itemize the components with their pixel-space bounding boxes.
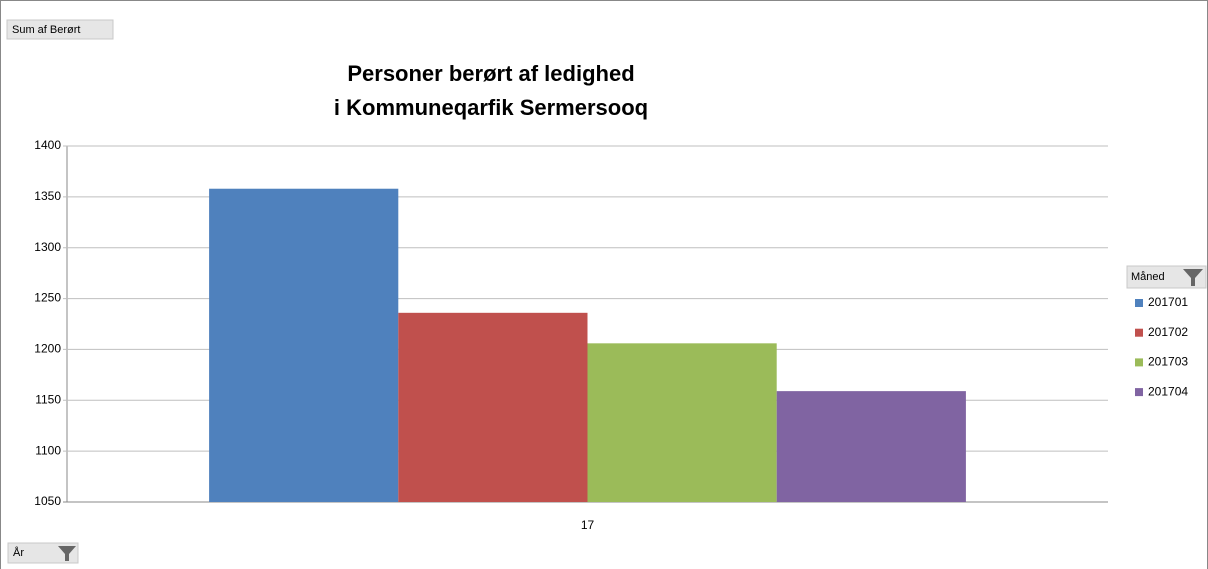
legend-label: 201703 <box>1148 355 1188 369</box>
bar <box>776 391 966 502</box>
legend-swatch <box>1135 388 1143 397</box>
filter-icon <box>1183 269 1203 286</box>
legend-label: 201701 <box>1148 295 1188 309</box>
filter-icon <box>58 546 76 561</box>
y-tick-label: 1150 <box>35 392 61 406</box>
y-tick-label: 1050 <box>34 494 61 508</box>
y-tick-label: 1300 <box>34 240 61 254</box>
value-field-button[interactable] <box>6 19 114 40</box>
y-tick-label: 1100 <box>35 443 61 457</box>
legend-swatch <box>1135 299 1143 307</box>
legend-label: 201702 <box>1148 325 1188 339</box>
legend-swatch <box>1135 358 1143 367</box>
bar <box>587 343 777 502</box>
y-tick-label: 1250 <box>34 291 61 305</box>
category-field-label: År <box>13 546 24 559</box>
legend-title: Måned <box>1131 271 1165 283</box>
chart-title: Personer berørt af ledighed <box>347 61 634 86</box>
y-tick-label: 1200 <box>34 342 61 356</box>
value-field-label: Sum af Berørt <box>12 24 80 36</box>
bar <box>398 312 588 502</box>
chart-title: i Kommuneqarfik Sermersooq <box>334 95 648 120</box>
bar <box>209 188 399 502</box>
y-tick-label: 1350 <box>34 189 61 203</box>
legend-label: 201704 <box>1148 384 1188 398</box>
y-tick-label: 1400 <box>34 138 61 152</box>
legend-swatch <box>1135 328 1143 337</box>
x-tick-label: 17 <box>581 518 595 532</box>
